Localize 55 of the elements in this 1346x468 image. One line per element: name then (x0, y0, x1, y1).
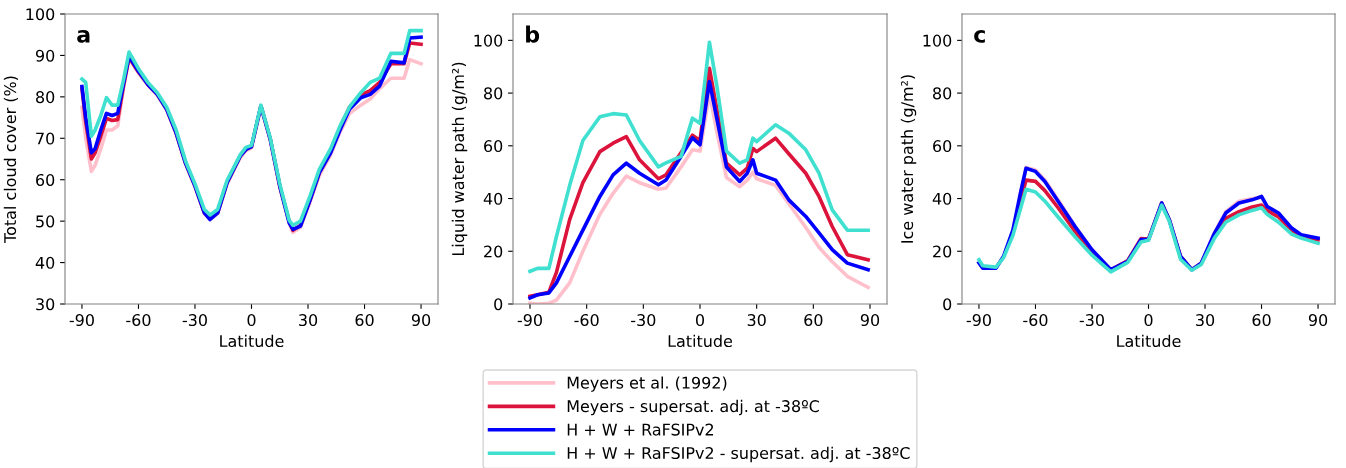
y-tick-label: 20 (933, 245, 952, 258)
y-axis-title: Ice water path (g/m²) (900, 75, 917, 243)
x-tick-label: -60 (574, 314, 599, 327)
line-series (977, 187, 1320, 274)
x-tick-label: 0 (247, 314, 256, 327)
y-tick-label: 60 (933, 140, 952, 153)
y-tick-label: 100 (474, 34, 503, 47)
annotation: a (77, 30, 90, 43)
y-tick-label: 0 (494, 298, 503, 311)
y-tick-label: 30 (36, 298, 55, 311)
x-tick-label: 90 (1308, 314, 1328, 327)
y-tick-label: 0 (943, 298, 952, 311)
y-tick-label: 40 (932, 192, 952, 205)
x-tick-label: -90 (966, 314, 991, 327)
y-tick-label: 90 (35, 49, 55, 62)
y-tick-label: 20 (484, 245, 503, 258)
x-tick-label: -60 (126, 314, 151, 327)
x-tick-label: -30 (1079, 314, 1104, 327)
x-tick-label: 30 (1196, 314, 1215, 327)
y-tick-label: 40 (35, 256, 55, 269)
x-axis-title: Latitude (220, 334, 284, 348)
annotation: b (526, 25, 540, 43)
x-tick-label: 60 (1252, 314, 1271, 327)
y-tick-label: 80 (933, 87, 952, 100)
x-tick-label: 60 (804, 314, 823, 327)
y-tick-label: 100 (923, 34, 952, 47)
y-axis-title: Liquid water path (g/m²) (451, 62, 468, 256)
y-tick-label: 80 (484, 87, 503, 100)
y-tick-label: 60 (484, 140, 503, 153)
x-tick-label: 0 (695, 314, 705, 327)
x-tick-label: -30 (182, 314, 207, 327)
legend-label: H + W + RaFSIPv2 (567, 423, 714, 436)
legend-label: Meyers et al. (1992) (567, 376, 727, 392)
x-axis-title: Latitude (668, 334, 733, 348)
y-tick-label: 50 (36, 215, 55, 228)
x-tick-label: 90 (860, 314, 880, 327)
legend-label: H + W + RaFSIPv2 - supersat. adj. at -38ºC (567, 446, 910, 463)
x-tick-label: -90 (517, 314, 542, 327)
x-tick-label: 0 (1144, 314, 1153, 327)
y-tick-label: 100 (26, 8, 55, 21)
x-tick-label: -90 (69, 314, 94, 327)
y-tick-label: 70 (36, 132, 55, 145)
legend-label: Meyers - supersat. adj. at -38ºC (567, 399, 819, 416)
y-tick-label: 60 (36, 173, 55, 187)
x-tick-label: 90 (411, 314, 431, 327)
x-tick-label: 60 (355, 314, 374, 327)
annotation: c (974, 30, 985, 43)
x-axis-title: Latitude (1117, 334, 1181, 348)
x-tick-label: -60 (1023, 314, 1048, 327)
x-tick-label: 30 (747, 314, 766, 327)
y-tick-label: 40 (483, 192, 503, 205)
x-tick-label: -30 (631, 314, 656, 327)
x-tick-label: 30 (299, 314, 318, 327)
y-tick-label: 80 (36, 91, 55, 104)
y-axis-title: Total cloud cover (%) (3, 76, 19, 243)
